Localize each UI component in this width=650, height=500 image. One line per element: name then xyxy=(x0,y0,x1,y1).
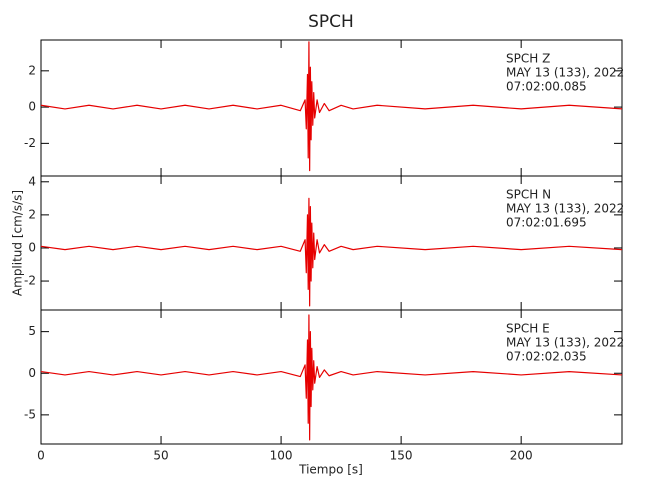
x-tick-label: 0 xyxy=(37,449,45,463)
annotation: MAY 13 (133), 2022 xyxy=(506,336,624,350)
trace xyxy=(40,314,623,441)
y-axis-label: Amplitud [cm/s/s] xyxy=(11,190,25,296)
annotation: 07:02:01.695 xyxy=(506,216,587,230)
x-tick-label: 150 xyxy=(390,449,413,463)
x-tick-label: 50 xyxy=(153,449,168,463)
annotation: MAY 13 (133), 2022 xyxy=(506,202,624,216)
x-tick-label: 100 xyxy=(270,449,293,463)
annotation: 07:02:02.035 xyxy=(506,350,587,364)
y-tick-label: 2 xyxy=(28,207,36,221)
annotation: 07:02:00.085 xyxy=(506,80,587,94)
y-tick-label: 5 xyxy=(28,324,36,338)
y-tick-label: 4 xyxy=(28,174,36,188)
annotation: SPCH E xyxy=(506,322,550,336)
y-tick-label: 0 xyxy=(28,240,36,254)
trace xyxy=(40,41,623,172)
annotation: SPCH Z xyxy=(506,52,550,66)
y-tick-label: 0 xyxy=(28,100,36,114)
y-tick-label: 2 xyxy=(28,63,36,77)
y-tick-label: -2 xyxy=(24,274,36,288)
annotation: SPCH N xyxy=(506,188,551,202)
trace xyxy=(40,197,623,307)
chart-title: SPCH xyxy=(308,12,354,32)
y-tick-label: 0 xyxy=(28,366,36,380)
annotation: MAY 13 (133), 2022 xyxy=(506,66,624,80)
x-tick-label: 200 xyxy=(510,449,533,463)
panel-frame xyxy=(40,309,623,445)
y-tick-label: -5 xyxy=(24,407,36,421)
y-tick-label: -2 xyxy=(24,136,36,150)
x-axis-label: Tiempo [s] xyxy=(298,463,363,477)
